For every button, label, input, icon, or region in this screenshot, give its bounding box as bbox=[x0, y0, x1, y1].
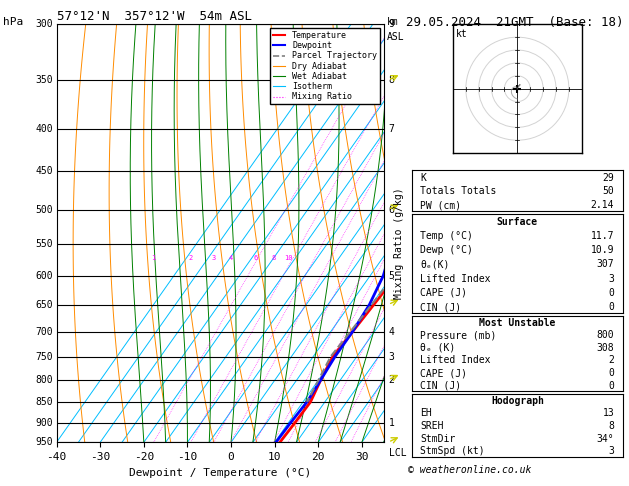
Text: 2: 2 bbox=[608, 355, 615, 365]
Text: 0: 0 bbox=[608, 381, 615, 391]
Text: 2: 2 bbox=[189, 255, 193, 261]
Text: 8: 8 bbox=[389, 75, 394, 85]
Text: kt: kt bbox=[455, 30, 467, 39]
Text: CAPE (J): CAPE (J) bbox=[420, 288, 467, 298]
Text: 450: 450 bbox=[35, 166, 53, 176]
Legend: Temperature, Dewpoint, Parcel Trajectory, Dry Adiabat, Wet Adiabat, Isotherm, Mi: Temperature, Dewpoint, Parcel Trajectory… bbox=[270, 29, 379, 104]
Text: 800: 800 bbox=[35, 375, 53, 385]
Text: 800: 800 bbox=[597, 330, 615, 340]
Text: 750: 750 bbox=[35, 351, 53, 362]
Text: 8: 8 bbox=[608, 421, 615, 431]
Text: K: K bbox=[420, 173, 426, 183]
Text: 5: 5 bbox=[389, 271, 394, 280]
Text: ASL: ASL bbox=[387, 32, 404, 42]
Text: 350: 350 bbox=[35, 75, 53, 85]
Text: 10.9: 10.9 bbox=[591, 245, 615, 255]
Text: km: km bbox=[387, 17, 399, 27]
Text: 0: 0 bbox=[608, 288, 615, 298]
Text: Pressure (mb): Pressure (mb) bbox=[420, 330, 497, 340]
Text: EH: EH bbox=[420, 408, 432, 418]
Text: 13: 13 bbox=[603, 408, 615, 418]
Text: Hodograph: Hodograph bbox=[491, 396, 544, 406]
Text: 2: 2 bbox=[389, 375, 394, 385]
Text: 11.7: 11.7 bbox=[591, 231, 615, 241]
Text: CIN (J): CIN (J) bbox=[420, 302, 462, 312]
Text: PW (cm): PW (cm) bbox=[420, 200, 462, 210]
Text: 34°: 34° bbox=[597, 434, 615, 444]
Text: Totals Totals: Totals Totals bbox=[420, 187, 497, 196]
Text: 29.05.2024  21GMT  (Base: 18): 29.05.2024 21GMT (Base: 18) bbox=[406, 16, 623, 29]
Text: 650: 650 bbox=[35, 300, 53, 310]
Text: θₑ(K): θₑ(K) bbox=[420, 260, 450, 269]
Text: 900: 900 bbox=[35, 417, 53, 428]
Text: 850: 850 bbox=[35, 397, 53, 407]
Text: 307: 307 bbox=[597, 260, 615, 269]
Text: 0: 0 bbox=[608, 368, 615, 378]
Text: Dewp (°C): Dewp (°C) bbox=[420, 245, 473, 255]
Text: 600: 600 bbox=[35, 271, 53, 280]
Text: Mixing Ratio (g/kg): Mixing Ratio (g/kg) bbox=[394, 187, 404, 299]
Text: CAPE (J): CAPE (J) bbox=[420, 368, 467, 378]
Text: Most Unstable: Most Unstable bbox=[479, 318, 555, 328]
Text: 3: 3 bbox=[608, 446, 615, 456]
Text: 9: 9 bbox=[389, 19, 394, 29]
Text: Lifted Index: Lifted Index bbox=[420, 355, 491, 365]
Text: 0: 0 bbox=[608, 302, 615, 312]
Text: Surface: Surface bbox=[497, 217, 538, 226]
Text: 700: 700 bbox=[35, 327, 53, 336]
Text: 57°12'N  357°12'W  54m ASL: 57°12'N 357°12'W 54m ASL bbox=[57, 10, 252, 23]
Text: 500: 500 bbox=[35, 205, 53, 214]
Text: 29: 29 bbox=[603, 173, 615, 183]
X-axis label: Dewpoint / Temperature (°C): Dewpoint / Temperature (°C) bbox=[129, 468, 311, 478]
Text: 400: 400 bbox=[35, 123, 53, 134]
Text: Lifted Index: Lifted Index bbox=[420, 274, 491, 284]
Text: 3: 3 bbox=[608, 274, 615, 284]
Text: 1: 1 bbox=[152, 255, 156, 261]
Text: 950: 950 bbox=[35, 437, 53, 447]
Text: 308: 308 bbox=[597, 343, 615, 353]
Text: 7: 7 bbox=[389, 123, 394, 134]
Text: 550: 550 bbox=[35, 239, 53, 249]
Text: 6: 6 bbox=[253, 255, 257, 261]
Text: 300: 300 bbox=[35, 19, 53, 29]
Text: 3: 3 bbox=[211, 255, 216, 261]
Text: 8: 8 bbox=[272, 255, 276, 261]
Text: LCL: LCL bbox=[389, 448, 406, 458]
Text: StmDir: StmDir bbox=[420, 434, 455, 444]
Text: 2.14: 2.14 bbox=[591, 200, 615, 210]
Text: Temp (°C): Temp (°C) bbox=[420, 231, 473, 241]
Text: 6: 6 bbox=[389, 205, 394, 214]
Text: 1: 1 bbox=[389, 417, 394, 428]
Text: 3: 3 bbox=[389, 351, 394, 362]
Text: 10: 10 bbox=[284, 255, 292, 261]
Text: hPa: hPa bbox=[3, 17, 23, 27]
Text: StmSpd (kt): StmSpd (kt) bbox=[420, 446, 485, 456]
Text: θₑ (K): θₑ (K) bbox=[420, 343, 455, 353]
Text: 4: 4 bbox=[228, 255, 233, 261]
Text: SREH: SREH bbox=[420, 421, 444, 431]
Text: CIN (J): CIN (J) bbox=[420, 381, 462, 391]
Text: 4: 4 bbox=[389, 327, 394, 336]
Text: © weatheronline.co.uk: © weatheronline.co.uk bbox=[408, 465, 531, 475]
Text: 50: 50 bbox=[603, 187, 615, 196]
